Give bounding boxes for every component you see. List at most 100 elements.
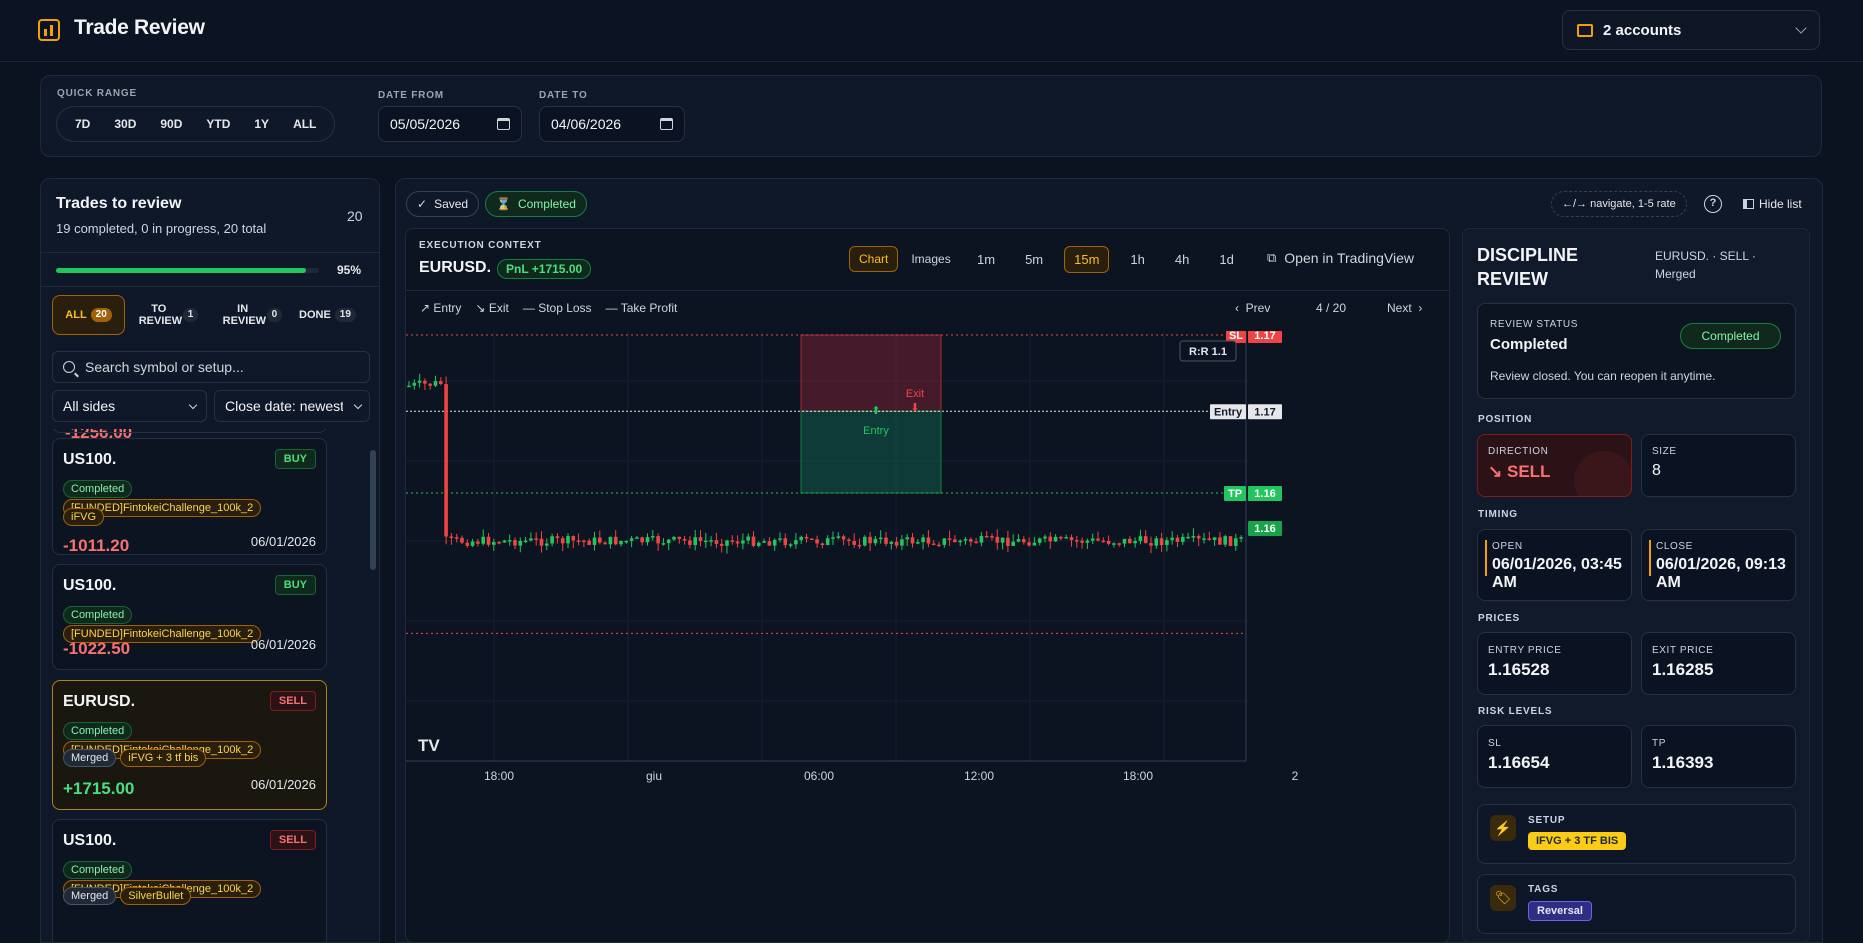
candle-body: [645, 537, 650, 543]
tag-pill-reversal[interactable]: Reversal: [1528, 901, 1592, 921]
trades-scroll-area[interactable]: -1256.00 US100. BUY Completed[FUNDED]Fin…: [41, 429, 371, 942]
help-button[interactable]: ?: [1704, 195, 1722, 213]
prices-section-label: PRICES: [1478, 613, 1521, 624]
tab-images[interactable]: Images: [911, 252, 951, 266]
candle-body: [651, 536, 655, 538]
range-30d[interactable]: 30D: [114, 117, 137, 131]
entry-price-box: ENTRY PRICE 1.16528: [1477, 632, 1632, 695]
tf-1d[interactable]: 1d: [1219, 252, 1234, 267]
candle-body: [1165, 540, 1169, 546]
tab-to-review-label: TO REVIEW: [138, 303, 183, 327]
candle-body: [481, 536, 485, 544]
candle-body: [974, 541, 978, 544]
tag-pill: Merged: [63, 749, 117, 767]
candle-body: [582, 540, 586, 543]
date-from-label: DATE FROM: [378, 90, 444, 101]
range-7d[interactable]: 7D: [75, 117, 91, 131]
tab-in-review[interactable]: IN REVIEW 0: [212, 295, 293, 335]
entry-price-value: 1.16528: [1488, 660, 1550, 679]
candle-body: [1112, 543, 1116, 545]
trade-card[interactable]: US100. SELL Completed[FUNDED]FintokeiCha…: [52, 819, 327, 942]
candle-body: [815, 539, 819, 544]
next-button[interactable]: Next ›: [1387, 301, 1422, 315]
legend-exit: ↘ Exit: [475, 301, 508, 315]
trade-card[interactable]: US100. BUY Completed[FUNDED]FintokeiChal…: [52, 564, 327, 670]
candle-body: [730, 540, 735, 542]
range-all[interactable]: ALL: [293, 117, 317, 131]
candle-body: [1175, 537, 1180, 542]
accounts-dropdown[interactable]: 2 accounts: [1562, 10, 1820, 50]
range-ytd[interactable]: YTD: [206, 117, 231, 131]
candle-body: [635, 537, 639, 539]
candle-body: [454, 537, 459, 539]
tab-to-review[interactable]: TO REVIEW 1: [125, 295, 212, 335]
tf-5m[interactable]: 5m: [1025, 252, 1044, 267]
tf-1m[interactable]: 1m: [977, 252, 996, 267]
entry-marker-label: Entry: [863, 425, 889, 437]
candle-body: [423, 380, 427, 384]
status-badge[interactable]: Completed: [1680, 323, 1781, 349]
candle-body: [1149, 543, 1153, 546]
setup-label: SETUP: [1528, 815, 1566, 826]
candle-body: [433, 381, 438, 386]
trade-card-selected[interactable]: EURUSD. SELL Completed[FUNDED]FintokeiCh…: [52, 680, 327, 810]
trade-date: 06/01/2026: [250, 534, 316, 549]
sort-select[interactable]: Close date: newest: [214, 390, 370, 422]
saved-chip[interactable]: ✓ Saved: [406, 191, 480, 217]
progress-fill: [56, 268, 306, 273]
completed-chip[interactable]: ⌛ Completed: [485, 191, 587, 217]
candle-body: [576, 540, 581, 542]
legend-take-profit-label: Take Profit: [620, 301, 678, 315]
candle-body: [603, 542, 607, 545]
candle-body: [762, 541, 766, 543]
hide-list-button[interactable]: Hide list: [1743, 197, 1802, 211]
side-filter-select[interactable]: All sides: [52, 390, 207, 422]
calendar-icon[interactable]: [660, 118, 673, 130]
candle-body: [1096, 538, 1100, 541]
entry-price-label: ENTRY PRICE: [1488, 645, 1562, 656]
accent-bar: [1485, 540, 1487, 576]
review-status-label: REVIEW STATUS: [1490, 319, 1578, 330]
search-icon: [63, 361, 75, 373]
candle-body: [926, 537, 931, 544]
legend-stop-loss: — Stop Loss: [522, 301, 592, 315]
exec-symbol: EURUSD.: [419, 259, 492, 276]
calendar-icon[interactable]: [497, 118, 510, 130]
tf-15m[interactable]: 15m: [1064, 246, 1110, 273]
tab-done[interactable]: DONE 19: [293, 295, 362, 335]
tab-chart[interactable]: Chart: [849, 246, 899, 272]
date-to-input[interactable]: 04/06/2026: [539, 106, 685, 142]
completed-label: Completed: [517, 197, 576, 211]
candle-body: [1032, 542, 1037, 546]
candle-body: [799, 536, 803, 541]
entry-tag: Entry: [1214, 406, 1243, 418]
candle-body: [619, 540, 623, 545]
candle-body: [947, 538, 952, 540]
candle-body: [969, 539, 973, 542]
list-scrollbar[interactable]: [370, 450, 376, 570]
price-chart[interactable]: SL 1.17 Entry 1.17 TP 1.16 1.16 R:R 1.1 ⬆ Entry Ex…: [406, 331, 1449, 943]
legend-exit-label: Exit: [488, 301, 509, 315]
tab-to-review-count: 1: [182, 308, 199, 322]
range-90d[interactable]: 90D: [160, 117, 183, 131]
trade-symbol: US100.: [63, 832, 117, 849]
trade-symbol: US100.: [63, 451, 117, 468]
tab-all[interactable]: ALL 20: [52, 295, 126, 335]
tp-value: 1.16393: [1652, 753, 1714, 772]
candle-body: [757, 542, 761, 546]
open-tradingview-link[interactable]: ⧉ Open in TradingView: [1267, 250, 1414, 266]
date-from-input[interactable]: 05/05/2026: [378, 106, 522, 142]
sl-value: 1.16654: [1488, 753, 1550, 772]
candle-body: [873, 538, 878, 544]
candle-body: [661, 543, 666, 545]
x-tick-label: giu: [646, 769, 662, 783]
search-input[interactable]: Search symbol or setup...: [52, 351, 370, 383]
date-from-value: 05/05/2026: [390, 116, 461, 132]
range-1y[interactable]: 1Y: [254, 117, 270, 131]
tf-1h[interactable]: 1h: [1130, 252, 1145, 267]
tags-label: TAGS: [1528, 884, 1559, 895]
list-item[interactable]: [52, 429, 327, 433]
prev-button[interactable]: ‹ Prev: [1235, 301, 1270, 315]
tf-4h[interactable]: 4h: [1174, 252, 1190, 267]
trade-card[interactable]: US100. BUY Completed[FUNDED]FintokeiChal…: [52, 438, 327, 555]
